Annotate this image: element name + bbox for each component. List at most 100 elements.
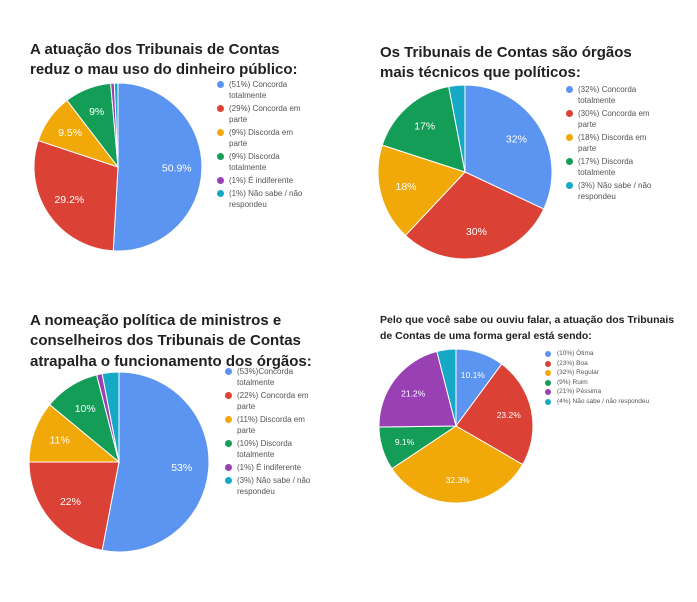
legend-item: (9%) Discorda em parte	[217, 127, 311, 149]
pie-slice	[33, 139, 119, 252]
pie-slice	[455, 363, 534, 466]
legend-label: (9%) Discorda totalmente	[229, 152, 280, 172]
pie-slice	[381, 85, 466, 173]
slice-label: 9%	[89, 106, 104, 118]
pie-slice	[436, 348, 457, 427]
chart-title: A nomeação política de ministros e conse…	[30, 312, 312, 370]
chart-title: Os Tribunais de Contas são órgãos mais t…	[380, 44, 632, 82]
slice-label: 11%	[50, 435, 70, 447]
legend-label: (17%) Discorda totalmente	[578, 157, 634, 177]
pie-slice	[113, 82, 119, 168]
chart-title: Pelo que você sabe ou ouviu falar, a atu…	[380, 314, 675, 342]
legend-item: (1%) Não sabe / não respondeu	[217, 188, 311, 210]
legend-label: (1%) É indiferente	[237, 463, 302, 472]
legend-label: (29%) Concorda em parte	[229, 104, 301, 124]
legend-item: (3%) Não sabe / não respondeu	[225, 475, 319, 497]
legend-label: (1%) Não sabe / não respondeu	[229, 189, 303, 209]
legend-label: (51%) Concorda totalmente	[229, 80, 288, 100]
legend-swatch	[545, 370, 551, 376]
slice-label: 29.2%	[54, 194, 84, 206]
slice-label: 30%	[466, 226, 487, 238]
legend-item: (51%) Concorda totalmente	[217, 79, 311, 101]
legend-swatch	[225, 477, 232, 484]
legend-label: (18%) Discorda em parte	[578, 133, 647, 153]
legend-label: (23%) Boa	[557, 359, 588, 367]
legend-swatch	[217, 81, 224, 88]
pie-slice	[101, 371, 210, 553]
legend-label: (9%) Discorda em parte	[229, 128, 294, 148]
pie-slice	[378, 350, 457, 428]
legend-swatch	[217, 190, 224, 197]
slice-label: 10.1%	[461, 370, 486, 380]
legend-item: (4%) Não sabe / não respondeu	[545, 398, 657, 406]
pie-slice	[101, 371, 120, 463]
legend-item: (1%) É indiferente	[225, 462, 319, 473]
slice-label: 23.2%	[497, 410, 522, 420]
legend-label: (10%) Ótima	[557, 350, 594, 357]
legend-swatch	[545, 351, 551, 357]
slice-label: 53%	[171, 462, 192, 474]
legend: (32%) Concorda totalmente (30%) Concorda …	[566, 84, 660, 204]
pie-slice	[404, 171, 545, 260]
legend: (53%)Concorda totalmente (22%) Concorda e…	[225, 366, 319, 499]
legend-item: (1%) É indiferente	[217, 175, 311, 186]
legend-label: (3%) Não sabe / não respondeu	[578, 181, 652, 201]
legend-swatch	[545, 360, 551, 367]
legend-swatch	[566, 134, 573, 141]
pie-slice	[391, 425, 524, 504]
legend-swatch	[217, 177, 224, 184]
pie-slice	[464, 84, 553, 210]
legend-swatch	[545, 389, 551, 395]
legend-label: (9%) Ruim	[557, 378, 588, 386]
legend: (10%) Ótima (23%) Boa (32%) Regular (9%) Ru…	[545, 350, 657, 407]
legend-item: (10%) Discorda totalmente	[225, 438, 319, 460]
legend-swatch	[217, 105, 224, 112]
legend-item: (29%) Concorda em parte	[217, 103, 311, 125]
legend-swatch	[225, 368, 232, 375]
legend-label: (1%) É indiferente	[229, 176, 294, 185]
legend-swatch	[566, 158, 573, 165]
legend-swatch	[225, 440, 232, 447]
legend-label: (21%) Péssima	[557, 388, 602, 395]
pie-slice	[448, 84, 466, 173]
slice-label: 32.3%	[446, 475, 471, 485]
legend-swatch	[225, 464, 232, 471]
legend-swatch	[217, 153, 224, 160]
legend-item: (10%) Ótima	[545, 350, 657, 358]
legend-label: (22%) Concorda em parte	[237, 391, 309, 411]
legend-swatch	[566, 182, 573, 189]
slice-label: 21.2%	[401, 388, 426, 398]
legend-label: (53%)Concorda totalmente	[237, 367, 294, 387]
legend-swatch	[545, 379, 551, 386]
legend-label: (3%) Não sabe / não respondeu	[237, 476, 311, 496]
legend-label: (4%) Não sabe / não respondeu	[557, 397, 650, 405]
legend-item: (32%) Regular	[545, 369, 657, 377]
legend-item: (22%) Concorda em parte	[225, 390, 319, 412]
legend-label: (10%) Discorda totalmente	[237, 439, 293, 459]
slice-label: 9.1%	[395, 437, 415, 447]
slice-label: 18%	[396, 181, 417, 193]
legend-swatch	[217, 129, 224, 136]
chart-title: A atuação dos Tribunais de Contas reduz …	[30, 41, 298, 79]
legend-label: (11%) Discorda em parte	[237, 415, 305, 435]
legend-swatch	[225, 392, 232, 399]
pie-slice	[112, 82, 203, 252]
slice-label: 50.9%	[162, 163, 192, 175]
legend-item: (3%) Não sabe / não respondeu	[566, 180, 660, 202]
legend-swatch	[225, 416, 232, 423]
legend-swatch	[566, 86, 573, 93]
legend-label: (32%) Regular	[557, 369, 599, 376]
legend-item: (30%) Concorda em parte	[566, 108, 660, 130]
legend-item: (9%) Ruim	[545, 379, 657, 387]
legend-item: (11%) Discorda em parte	[225, 414, 319, 436]
legend-item: (17%) Discorda totalmente	[566, 156, 660, 178]
legend-item: (18%) Discorda em parte	[566, 132, 660, 154]
slice-label: 10%	[75, 403, 96, 415]
legend-item: (32%) Concorda totalmente	[566, 84, 660, 106]
legend-swatch	[566, 110, 573, 117]
slice-label: 32%	[506, 133, 527, 145]
pie-slice	[28, 461, 120, 551]
